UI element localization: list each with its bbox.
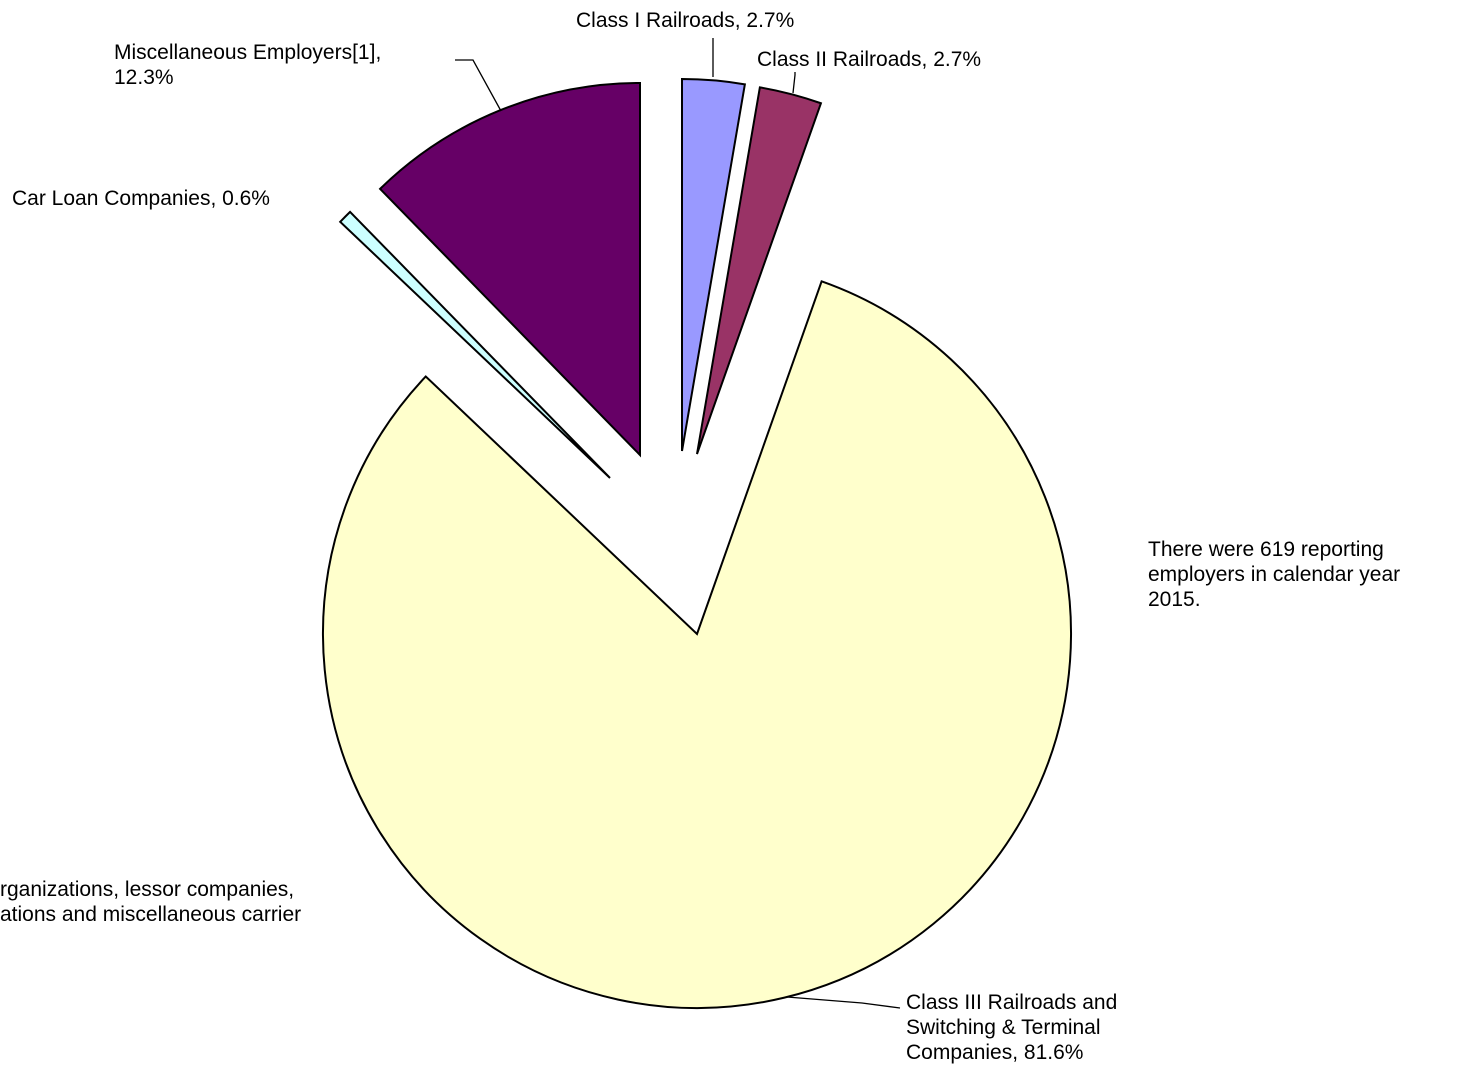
- leader-misc-employers: [455, 59, 502, 112]
- slice-label-misc-employers: Miscellaneous Employers[1], 12.3%: [114, 41, 382, 89]
- footnote-text: rganizations, lessor companies, ations a…: [0, 878, 302, 926]
- slice-misc-employers: [378, 81, 641, 458]
- slice-car-loan: [338, 210, 611, 479]
- pie-slices: [322, 77, 1072, 1009]
- annotation-reporting-employers: There were 619 reporting employers in ca…: [1148, 538, 1401, 611]
- leader-class-iii: [786, 996, 901, 1009]
- slice-label-class-i: Class I Railroads, 2.7%: [576, 9, 795, 32]
- leader-lines: [455, 38, 901, 1009]
- slice-class-ii: [696, 86, 823, 455]
- slice-label-car-loan: Car Loan Companies, 0.6%: [12, 187, 270, 210]
- slice-class-i: [681, 77, 747, 452]
- slice-class-iii: [322, 280, 1072, 1009]
- slice-label-class-ii: Class II Railroads, 2.7%: [757, 48, 982, 71]
- slice-label-class-iii: Class III Railroads and Switching & Term…: [906, 991, 1118, 1064]
- leader-class-ii: [792, 72, 796, 94]
